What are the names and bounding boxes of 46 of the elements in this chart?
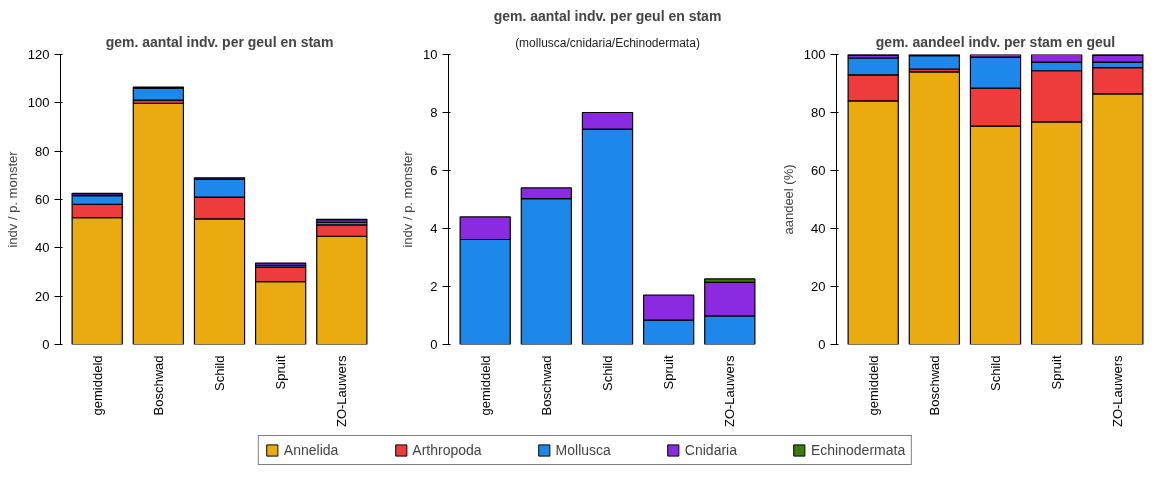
y-tick-label: 100 (803, 47, 826, 62)
x-tick-label: Spruit (1049, 355, 1065, 390)
y-tick-label: 40 (811, 221, 826, 236)
legend-label: Arthropoda (412, 442, 482, 458)
y-axis-title: indv / p. monster (4, 150, 20, 248)
y-tick-label: 2 (430, 279, 438, 294)
legend-label: Echinodermata (811, 442, 906, 458)
x-tick-label: gemiddeld (89, 355, 105, 416)
y-tick-label: 80 (35, 143, 50, 159)
y-axis-title: indv / p. monster (400, 150, 416, 248)
y-tick-label: 0 (430, 337, 438, 352)
y-tick-label: 4 (430, 221, 438, 236)
y-tick-label: 120 (27, 47, 50, 62)
x-tick-label: ZO-Lauwers (334, 355, 350, 428)
y-tick-label: 60 (811, 163, 826, 178)
chart-title: gem. aandeel indv. per stam en geul (875, 33, 1116, 50)
y-axis-title: aandeel (%) (780, 164, 796, 235)
x-tick-label: gemiddeld (477, 355, 493, 416)
x-tick-label: ZO-Lauwers (1110, 355, 1126, 428)
x-tick-label: gemiddeld (865, 355, 881, 416)
chart-title: gem. aantal indv. per geul en stam (493, 7, 722, 24)
legend-label: Mollusca (555, 442, 611, 458)
legend-label: Annelida (283, 442, 339, 458)
y-tick-label: 6 (430, 163, 438, 178)
y-tick-label: 80 (811, 105, 826, 120)
y-tick-label: 60 (35, 192, 50, 207)
y-tick-label: 100 (27, 95, 50, 111)
chart-subtitle: (mollusca/cnidaria/Echinodermata) (515, 35, 700, 50)
y-tick-label: 8 (430, 105, 438, 120)
y-tick-label: 20 (811, 279, 826, 294)
x-tick-label: Schild (212, 355, 227, 391)
legend-label: Cnidaria (684, 442, 737, 458)
x-tick-label: Spruit (273, 355, 289, 390)
y-tick-label: 10 (423, 47, 438, 62)
x-tick-label: Boschwad (538, 355, 554, 416)
x-tick-label: Boschwad (926, 355, 942, 416)
y-tick-label: 0 (42, 337, 50, 352)
x-tick-label: ZO-Lauwers (722, 355, 738, 428)
chart-title: gem. aantal indv. per geul en stam (105, 33, 334, 50)
x-tick-label: Schild (988, 355, 1003, 391)
x-tick-label: Schild (600, 355, 615, 391)
x-tick-label: Spruit (661, 355, 677, 390)
y-tick-label: 0 (818, 337, 826, 352)
x-tick-label: Boschwad (150, 355, 166, 416)
y-tick-label: 40 (35, 240, 50, 256)
y-tick-label: 20 (35, 288, 50, 304)
